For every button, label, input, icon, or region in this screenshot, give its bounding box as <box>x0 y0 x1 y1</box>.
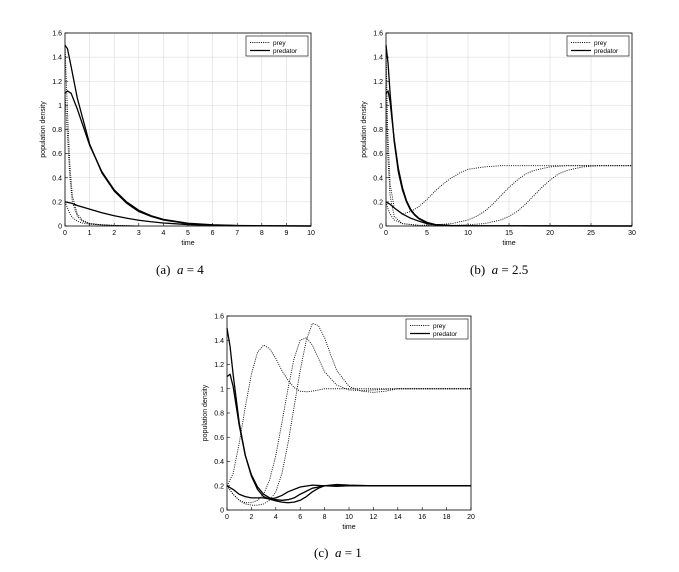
y-axis-label: population density <box>361 101 368 158</box>
x-axis-label: time <box>181 240 194 247</box>
x-tick-label: 0 <box>63 230 67 237</box>
chart-panel-c: 0 2 4 6 8 10 12 14 16 18 20 0 0.2 0.4 0.6 0.8 1 1.2 1.4 1.6… <box>202 314 475 532</box>
y-tick-label: 0.2 <box>52 199 62 206</box>
y-tick-label: 1.4 <box>52 55 62 62</box>
legend-label-predator: predator <box>433 331 458 338</box>
caption-value: 1 <box>355 545 362 560</box>
caption-label: (b) <box>470 262 486 277</box>
y-tick-label: 0.8 <box>373 127 383 134</box>
x-tick-label: 15 <box>505 230 513 237</box>
y-tick-label: 1.6 <box>214 314 224 321</box>
y-tick-label: 0.6 <box>214 435 224 442</box>
x-tick-label: 6 <box>211 230 215 237</box>
x-tick-label: 5 <box>425 230 429 237</box>
prey-series-line <box>226 337 471 504</box>
x-tick-label: 5 <box>186 230 190 237</box>
x-tick-label: 12 <box>370 514 378 521</box>
predator-series-line <box>64 201 312 227</box>
caption-c: (c) a = 1 <box>314 545 362 561</box>
x-tick-label: 16 <box>418 514 426 521</box>
y-tick-label: 0.6 <box>373 151 383 158</box>
x-tick-label: 20 <box>467 514 475 521</box>
y-tick-label: 1.4 <box>373 55 383 62</box>
x-tick-label: 0 <box>384 230 388 237</box>
y-tick-label: 0.4 <box>214 459 224 466</box>
y-tick-label: 1.6 <box>373 31 383 38</box>
y-tick-label: 0.2 <box>214 483 224 490</box>
y-tick-label: 0 <box>379 224 383 231</box>
x-tick-label: 14 <box>394 514 402 521</box>
x-tick-label: 3 <box>137 230 141 237</box>
plot-frame <box>226 315 472 511</box>
legend-label-prey: prey <box>433 323 446 330</box>
predator-series-line <box>226 483 471 504</box>
caption-variable: a <box>176 262 184 277</box>
y-tick-label: 1.4 <box>214 338 224 345</box>
x-tick-label: 8 <box>323 514 327 521</box>
y-tick-label: 0.6 <box>52 151 62 158</box>
y-tick-label: 1.2 <box>52 79 62 86</box>
x-tick-label: 4 <box>161 230 165 237</box>
x-tick-label: 1 <box>88 230 92 237</box>
x-tick-label: 2 <box>249 514 253 521</box>
caption-variable: a <box>491 262 499 277</box>
x-axis-label: time <box>342 524 355 531</box>
legend-label-prey: prey <box>594 40 607 47</box>
x-tick-label: 7 <box>235 230 239 237</box>
x-tick-label: 8 <box>260 230 264 237</box>
x-tick-label: 0 <box>225 514 229 521</box>
x-tick-label: 2 <box>112 230 116 237</box>
y-tick-label: 0.4 <box>52 175 62 182</box>
chart-panel-a: 0 1 2 3 4 5 6 7 8 9 10 0 0.2 0.4 0.6 0.8 1 1.2 1.4 1.6 time p… <box>40 31 315 248</box>
y-tick-label: 0.4 <box>373 175 383 182</box>
legend-label-prey: prey <box>273 40 286 47</box>
caption-value: 4 <box>197 262 204 277</box>
y-tick-label: 1 <box>379 103 383 110</box>
x-tick-label: 6 <box>298 514 302 521</box>
prey-series-line <box>64 201 139 227</box>
x-axis-label: time <box>502 240 515 247</box>
y-tick-label: 0.8 <box>214 411 224 418</box>
plot-frame <box>64 32 312 227</box>
y-axis-label: population density <box>40 101 47 158</box>
x-tick-label: 9 <box>284 230 288 237</box>
x-tick-label: 30 <box>628 230 636 237</box>
chart-panel-b: 0 5 10 15 20 25 30 0 0.2 0.4 0.6 0.8 1 1.2 1.4 1.6 time p… <box>361 31 636 248</box>
caption-eq: = <box>186 262 195 277</box>
caption-a: (a) a = 4 <box>156 262 204 278</box>
y-tick-label: 0 <box>220 508 224 515</box>
y-tick-label: 1.2 <box>373 79 383 86</box>
x-tick-label: 25 <box>587 230 595 237</box>
x-tick-label: 20 <box>546 230 554 237</box>
y-tick-label: 0.2 <box>373 199 383 206</box>
caption-eq: = <box>501 262 509 277</box>
x-tick-label: 4 <box>274 514 278 521</box>
legend-label-predator: predator <box>594 48 619 55</box>
x-tick-label: 18 <box>443 514 451 521</box>
caption-value: 2.5 <box>512 262 529 277</box>
caption-label: (a) <box>156 262 171 277</box>
prey-series-line <box>226 344 471 486</box>
x-tick-label: 10 <box>345 514 353 521</box>
y-tick-label: 1 <box>220 386 224 393</box>
x-tick-label: 10 <box>307 230 315 237</box>
y-axis-label: population density <box>202 384 209 441</box>
legend-label-predator: predator <box>273 48 298 55</box>
y-tick-label: 1.2 <box>214 362 224 369</box>
caption-eq: = <box>344 545 353 560</box>
caption-variable: a <box>334 545 342 560</box>
y-tick-label: 1 <box>58 103 62 110</box>
plot-area <box>227 316 471 510</box>
prey-series-line <box>385 93 632 226</box>
x-tick-label: 10 <box>464 230 472 237</box>
y-tick-label: 1.6 <box>52 31 62 38</box>
caption-b: (b) a = 2.5 <box>470 262 528 278</box>
prey-series-line <box>385 165 632 227</box>
plot-frame <box>385 32 633 227</box>
y-tick-label: 0.8 <box>52 127 62 134</box>
caption-label: (c) <box>314 545 329 560</box>
y-tick-label: 0 <box>58 224 62 231</box>
